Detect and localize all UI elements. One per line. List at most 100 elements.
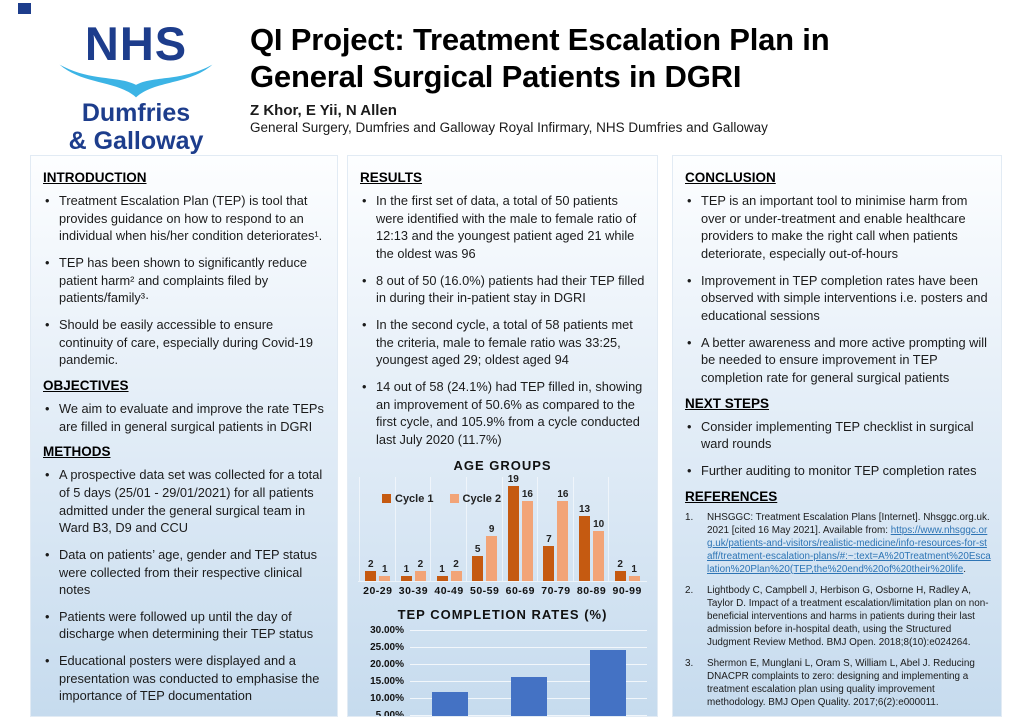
nhs-logo-region-line2: & Galloway bbox=[68, 127, 204, 155]
reference-list: 1. NHSGGC: Treatment Escalation Plans [In… bbox=[683, 511, 991, 710]
affiliation: General Surgery, Dumfries and Galloway R… bbox=[250, 120, 768, 136]
bar-value-label: 1 bbox=[382, 563, 388, 575]
tep-chart-plot: 11.7% 16.0% 24.0% bbox=[410, 629, 647, 717]
bar-column: 2 bbox=[414, 558, 426, 581]
bar-value-label: 24.0% bbox=[590, 716, 626, 717]
left-column-sections: INTRODUCTION Treatment Escalation Plan (T… bbox=[41, 170, 327, 716]
bar-column: 7 bbox=[543, 533, 555, 581]
tep-completion-chart: TEP COMPLETION RATES (%) 30.00% 25.00% 20.… bbox=[358, 606, 647, 717]
bar: 24.0% bbox=[589, 649, 626, 717]
tep-chart-body: 30.00%25.00%20.00%15.00%10.00%5.00%0.00%… bbox=[358, 625, 647, 717]
section-heading: OBJECTIVES bbox=[43, 377, 129, 393]
reference-item: 1. NHSGGC: Treatment Escalation Plans [In… bbox=[685, 511, 991, 576]
bar-column: 13 bbox=[578, 504, 591, 581]
age-groups-chart: AGE GROUPS Cycle 1 Cycle 2 2 1 1 2 1 2 5 9 19 16 7 16… bbox=[358, 458, 647, 597]
age-category-label: 90-99 bbox=[612, 584, 642, 597]
y-tick-label: 20.00% bbox=[370, 658, 404, 670]
y-tick-label: 30.00% bbox=[370, 624, 404, 636]
bar-column: 2 bbox=[365, 558, 377, 581]
bar bbox=[628, 575, 640, 581]
reference-item: 3. Shermon E, Munglani L, Oram S, William… bbox=[685, 657, 991, 709]
tep-chart-title: TEP COMPLETION RATES (%) bbox=[397, 606, 608, 622]
bar bbox=[400, 575, 412, 581]
references-section: REFERENCES 1. NHSGGC: Treatment Escalatio… bbox=[683, 489, 991, 710]
bullet-item: TEP has been shown to significantly redu… bbox=[43, 254, 327, 307]
bar-column: 1 bbox=[628, 564, 640, 581]
authors: Z Khor, E Yii, N Allen bbox=[250, 102, 397, 120]
bullet-item: Data on patients’ age, gender and TEP st… bbox=[43, 546, 327, 599]
gridline bbox=[410, 646, 647, 648]
reference-text: NHSGGC: Treatment Escalation Plans [Inte… bbox=[707, 511, 991, 575]
bar-column: 5 bbox=[472, 544, 484, 581]
age-category-label: 50-59 bbox=[470, 584, 500, 597]
bar bbox=[472, 555, 484, 581]
reference-link[interactable]: https://www.nhsggc.org.uk/patients-and-v… bbox=[707, 524, 991, 575]
middle-column-panel: RESULTS In the first set of data, a total… bbox=[347, 155, 658, 717]
tep-chart-y-axis: 30.00%25.00%20.00%15.00%10.00%5.00%0.00% bbox=[358, 625, 410, 717]
age-category-label: 60-69 bbox=[505, 584, 535, 597]
bar bbox=[579, 516, 590, 581]
bar-column: 10 bbox=[593, 519, 604, 581]
bar-column: 16 bbox=[557, 489, 569, 581]
bar-column: 16 bbox=[521, 489, 533, 581]
bar-column: 2 bbox=[450, 558, 462, 581]
gridline bbox=[410, 663, 647, 665]
reference-number: 2. bbox=[685, 584, 694, 596]
legend-label: Cycle 2 bbox=[462, 492, 502, 505]
reference-item: 2. Lightbody C, Campbell J, Herbison G, O… bbox=[685, 584, 991, 649]
reference-number: 3. bbox=[685, 658, 694, 670]
age-category-label: 20-29 bbox=[363, 584, 393, 597]
bullet-item: 8 out of 50 (16.0%) patients had their T… bbox=[360, 272, 647, 307]
bullet-list: We aim to evaluate and improve the rate … bbox=[41, 400, 327, 435]
y-tick-label: 15.00% bbox=[370, 675, 404, 687]
bar bbox=[521, 501, 533, 581]
bar-value-label: 16.0% bbox=[511, 716, 547, 717]
bar-value-label: 7 bbox=[546, 533, 552, 545]
bar-value-label: 2 bbox=[368, 558, 374, 570]
age-category-label: 40-49 bbox=[434, 584, 464, 597]
bar-value-label: 11.7% bbox=[432, 716, 468, 717]
right-column-panel: CONCLUSION TEP is an important tool to mi… bbox=[672, 155, 1002, 717]
bullet-list: Treatment Escalation Plan (TEP) is tool … bbox=[41, 192, 327, 369]
bar bbox=[365, 570, 377, 581]
bar-column: 9 bbox=[486, 523, 498, 581]
legend-item: Cycle 2 bbox=[449, 492, 502, 505]
bullet-item: TEP is an important tool to minimise har… bbox=[685, 192, 991, 263]
bar bbox=[414, 570, 426, 581]
age-chart-x-labels: 20-29 30-39 40-49 50-59 60-69 70-79 80-89 90-99 bbox=[358, 580, 647, 597]
bullet-item: A prospective data set was collected for… bbox=[43, 466, 327, 537]
age-category-label: 30-39 bbox=[398, 584, 429, 597]
nhs-logo-text: NHS bbox=[84, 17, 188, 70]
bar-value-label: 1 bbox=[403, 563, 410, 575]
bar-value-label: 9 bbox=[488, 523, 495, 535]
y-tick-label: 25.00% bbox=[370, 641, 404, 653]
bullet-item: Should be easily accessible to ensure co… bbox=[43, 316, 327, 369]
nhs-logo-region-line1: Dumfries bbox=[81, 99, 191, 127]
bar-value-label: 16 bbox=[557, 489, 569, 501]
age-chart-plot: Cycle 1 Cycle 2 2 1 1 2 1 2 5 9 19 16 7 16 13 10 2 1 bbox=[358, 474, 647, 581]
bar bbox=[486, 535, 498, 581]
tep-bars: 11.7% 16.0% 24.0% bbox=[410, 630, 647, 717]
bar-value-label: 2 bbox=[453, 558, 459, 570]
y-tick-label: 5.00% bbox=[375, 709, 404, 717]
bar bbox=[543, 545, 555, 581]
bullet-list: TEP is an important tool to minimise har… bbox=[683, 192, 991, 387]
gridline bbox=[410, 629, 647, 631]
bar bbox=[450, 570, 462, 581]
age-group: 19 16 bbox=[501, 474, 539, 581]
legend-swatch bbox=[449, 494, 459, 504]
bar-value-label: 13 bbox=[578, 504, 591, 516]
reference-text: Shermon E, Munglani L, Oram S, William L… bbox=[707, 658, 975, 709]
poster-title-line2: General Surgical Patients in DGRI bbox=[250, 58, 742, 94]
results-section: RESULTS In the first set of data, a total… bbox=[358, 170, 647, 449]
bullet-item: Patients were followed up until the day … bbox=[43, 608, 327, 643]
bar-value-label: 2 bbox=[417, 558, 424, 570]
poster-header: QI Project: Treatment Escalation Plan in… bbox=[250, 22, 1010, 135]
bullet-list: In the first set of data, a total of 50 … bbox=[358, 192, 647, 449]
